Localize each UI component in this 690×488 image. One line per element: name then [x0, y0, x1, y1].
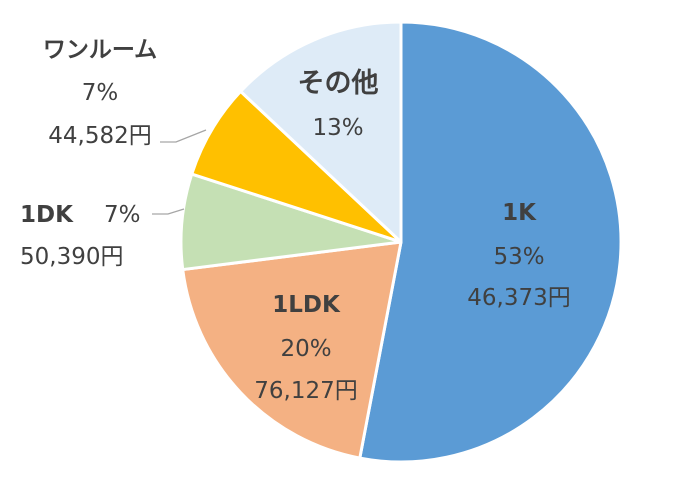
slice-label-1ldk: 1LDK: [272, 292, 341, 318]
leader-line-one-room: [160, 129, 207, 143]
slice-rent-1k: 46,373円: [467, 285, 570, 311]
leader-lines: [152, 129, 207, 215]
slice-rent-1dk: 50,390円: [20, 244, 123, 270]
slice-percent-1k: 53%: [493, 244, 544, 270]
slice-percent-1dk: 7%: [104, 202, 141, 228]
slice-other: [239, 20, 403, 244]
slice-label-one-room: ワンルーム: [43, 37, 157, 63]
pie-slices: [179, 20, 623, 464]
slice-rent-1ldk: 76,127円: [254, 378, 357, 404]
slice-1ldk: [181, 240, 403, 460]
slice-1k: [358, 20, 623, 464]
leader-line-1dk: [152, 208, 185, 215]
slice-rent-one-room: 44,582円: [48, 123, 151, 149]
slice-label-1k: 1K: [502, 200, 537, 226]
slice-label-other: その他: [298, 68, 379, 99]
slice-percent-one-room: 7%: [82, 80, 119, 106]
slice-percent-1ldk: 20%: [280, 336, 331, 362]
slice-percent-other: 13%: [312, 115, 363, 141]
slice-label-1dk: 1DK: [20, 202, 74, 228]
